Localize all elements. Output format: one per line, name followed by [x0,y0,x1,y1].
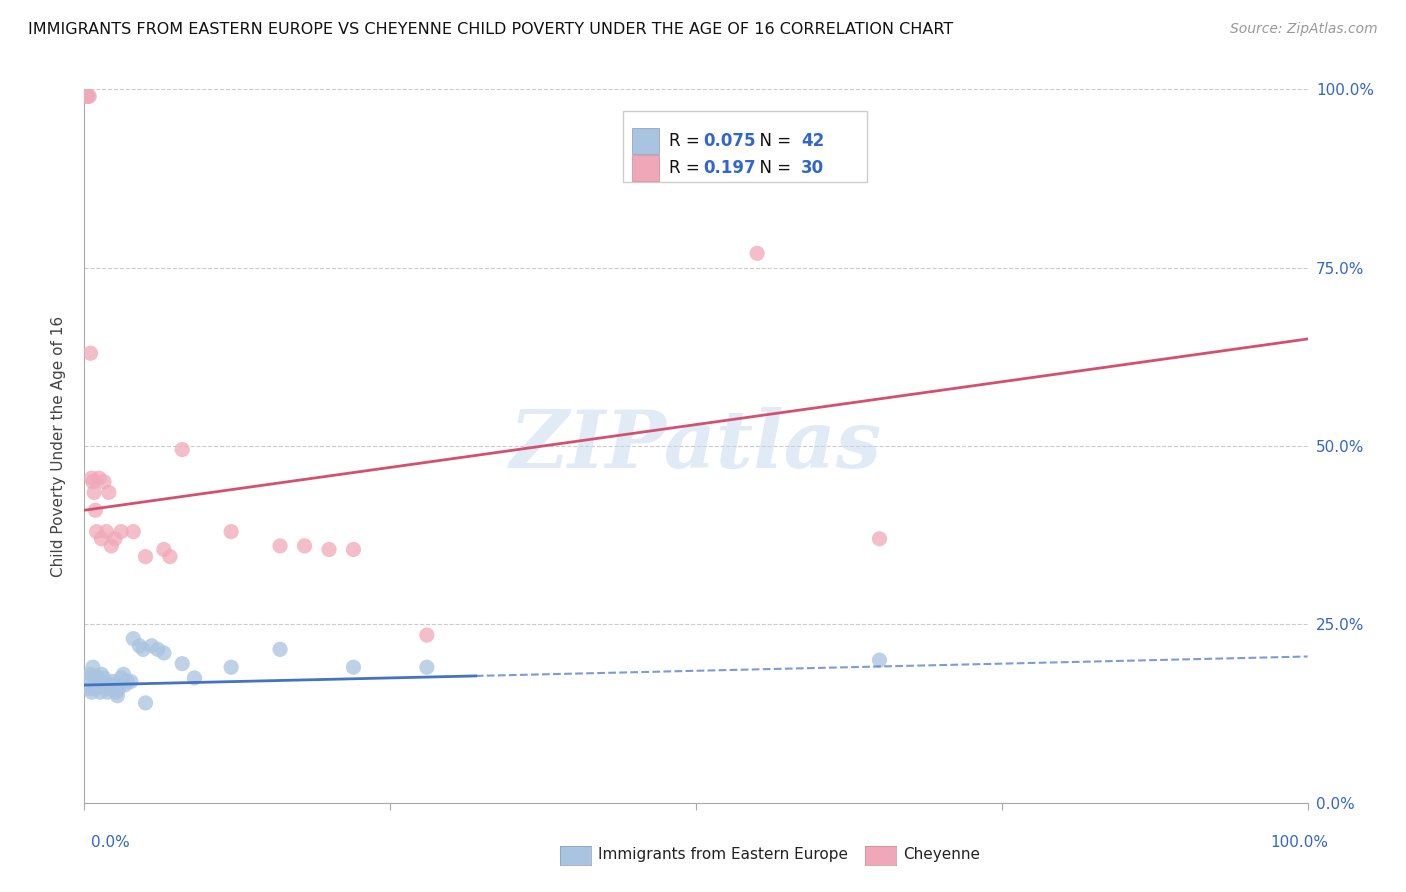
Point [294,539,316,553]
Point [153,646,176,660]
Point [96,524,118,539]
Text: N =: N = [748,159,796,177]
FancyBboxPatch shape [633,155,659,180]
Point [869,653,891,667]
Point [84,681,107,696]
Text: 0.075: 0.075 [703,132,756,150]
Point [86,524,108,539]
Text: Cheyenne: Cheyenne [903,847,980,862]
Point [159,549,181,564]
Point [97,685,120,699]
Point [82,475,104,489]
Text: 30: 30 [801,159,824,177]
Point [269,539,291,553]
Point [101,674,124,689]
Point [86,678,108,692]
Point [416,628,439,642]
Point [82,660,104,674]
Point [80,471,103,485]
Point [97,485,120,500]
Point [183,671,205,685]
Point [747,246,769,260]
Point [141,639,163,653]
Point [93,671,115,685]
Text: 0.197: 0.197 [703,159,756,177]
Text: 42: 42 [801,132,824,150]
Point [172,442,194,457]
Point [77,89,100,103]
Point [153,542,176,557]
Point [89,685,111,699]
Point [318,542,340,557]
Point [114,678,136,692]
Point [110,524,132,539]
Point [112,667,135,681]
Point [219,524,242,539]
Text: N =: N = [748,132,796,150]
Point [122,632,145,646]
Point [110,671,132,685]
Text: 100.0%: 100.0% [1271,836,1329,850]
Point [77,671,100,685]
Point [342,542,364,557]
Point [90,667,112,681]
Point [105,689,128,703]
Text: 0.0%: 0.0% [91,836,131,850]
FancyBboxPatch shape [623,111,868,182]
Y-axis label: Child Poverty Under the Age of 16: Child Poverty Under the Age of 16 [51,316,66,576]
Point [83,485,105,500]
Point [342,660,364,674]
Text: Source: ZipAtlas.com: Source: ZipAtlas.com [1230,22,1378,37]
Point [90,532,112,546]
Point [416,660,439,674]
Point [79,667,101,681]
Point [135,549,157,564]
Point [107,681,129,696]
Point [77,89,100,103]
Point [132,642,155,657]
Text: Immigrants from Eastern Europe: Immigrants from Eastern Europe [598,847,848,862]
Point [87,671,110,685]
Point [105,685,128,699]
FancyBboxPatch shape [633,128,659,154]
Point [87,674,110,689]
Text: R =: R = [669,132,704,150]
Point [104,678,127,692]
Point [93,475,115,489]
Point [76,89,98,103]
Point [122,524,145,539]
Point [87,471,110,485]
Point [91,678,114,692]
Point [96,678,118,692]
Point [269,642,291,657]
Text: ZIPatlas: ZIPatlas [510,408,882,484]
Point [100,678,122,692]
Point [84,503,107,517]
Point [120,674,142,689]
Point [172,657,194,671]
Text: R =: R = [669,159,704,177]
Point [135,696,157,710]
Point [77,681,100,696]
Point [104,532,127,546]
Point [80,685,103,699]
Point [115,674,138,689]
Text: IMMIGRANTS FROM EASTERN EUROPE VS CHEYENNE CHILD POVERTY UNDER THE AGE OF 16 COR: IMMIGRANTS FROM EASTERN EUROPE VS CHEYEN… [28,22,953,37]
Point [128,639,150,653]
Point [79,346,101,360]
Point [83,671,105,685]
Point [869,532,891,546]
Point [219,660,242,674]
Point [146,642,169,657]
Point [100,539,122,553]
Point [97,681,120,696]
